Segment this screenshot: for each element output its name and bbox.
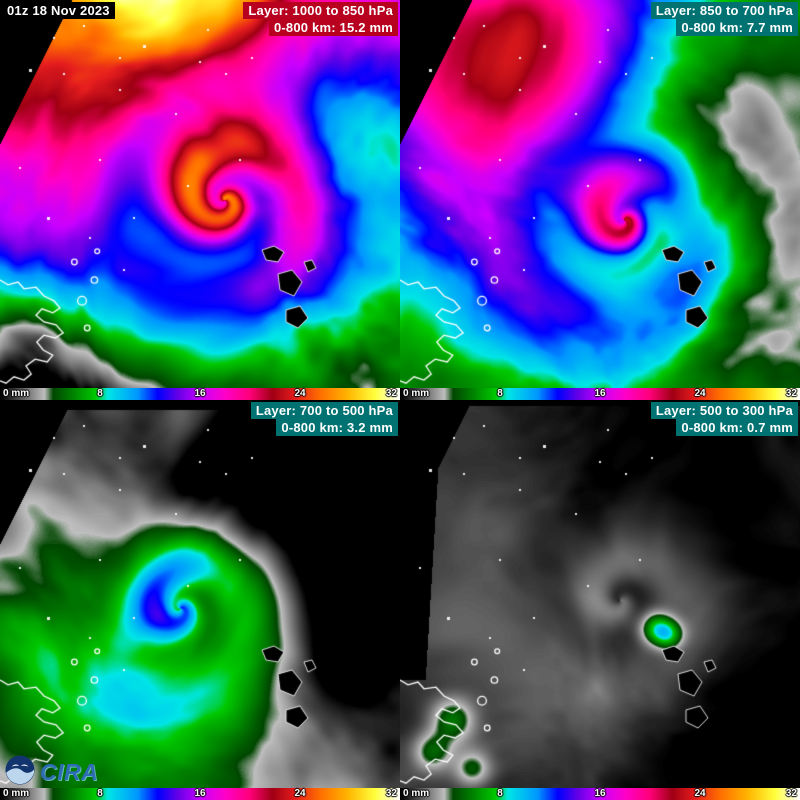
panel-header-labels: Layer: 500 to 300 hPa 0-800 km: 0.7 mm (650, 402, 798, 436)
panel-layer-850-700: Layer: 850 to 700 hPa 0-800 km: 7.7 mm 0… (400, 0, 800, 400)
colorbar-tick-32: 32 (385, 788, 397, 799)
layer-label: Layer: 850 to 700 hPa (650, 2, 798, 19)
value-label: 0-800 km: 7.7 mm (676, 19, 798, 36)
colorbar: 0 mm 8 16 24 32 (0, 788, 400, 800)
panel-header-labels: Layer: 700 to 500 hPa 0-800 km: 3.2 mm (250, 402, 398, 436)
colorbar-gradient (0, 788, 400, 800)
colorbar-gradient (0, 388, 400, 400)
satellite-image-500-300 (400, 400, 800, 800)
colorbar-tick-0mm: 0 mm (3, 788, 30, 799)
value-label: 0-800 km: 15.2 mm (268, 19, 398, 36)
panel-header-labels: Layer: 1000 to 850 hPa 0-800 km: 15.2 mm (243, 2, 398, 36)
colorbar-tick-8: 8 (97, 388, 103, 399)
layer-label: Layer: 700 to 500 hPa (250, 402, 398, 419)
colorbar-tick-32: 32 (785, 788, 797, 799)
colorbar-tick-8: 8 (497, 388, 503, 399)
panel-layer-700-500: Layer: 700 to 500 hPa 0-800 km: 3.2 mm C… (0, 400, 400, 800)
layer-label: Layer: 500 to 300 hPa (650, 402, 798, 419)
value-label: 0-800 km: 0.7 mm (676, 419, 798, 436)
colorbar-tick-0mm: 0 mm (3, 388, 30, 399)
timestamp: 01z 18 Nov 2023 (2, 2, 115, 19)
value-label: 0-800 km: 3.2 mm (276, 419, 398, 436)
colorbar-tick-0mm: 0 mm (403, 788, 430, 799)
colorbar-gradient (400, 388, 800, 400)
colorbar-tick-24: 24 (694, 788, 706, 799)
colorbar-tick-8: 8 (497, 788, 503, 799)
colorbar-tick-24: 24 (294, 788, 306, 799)
agency-logos: CIRA (5, 755, 98, 785)
colorbar-tick-8: 8 (97, 788, 103, 799)
colorbar-gradient (400, 788, 800, 800)
colorbar: 0 mm 8 16 24 32 (400, 388, 800, 400)
layer-label: Layer: 1000 to 850 hPa (243, 2, 398, 19)
panel-layer-1000-850: 01z 18 Nov 2023 Layer: 1000 to 850 hPa 0… (0, 0, 400, 400)
colorbar: 0 mm 8 16 24 32 (400, 788, 800, 800)
cira-logo: CIRA (40, 759, 99, 785)
colorbar-tick-16: 16 (194, 788, 206, 799)
colorbar-tick-16: 16 (594, 388, 606, 399)
colorbar: 0 mm 8 16 24 32 (0, 388, 400, 400)
colorbar-tick-24: 24 (694, 388, 706, 399)
colorbar-tick-0mm: 0 mm (403, 388, 430, 399)
colorbar-tick-32: 32 (785, 388, 797, 399)
colorbar-tick-32: 32 (385, 388, 397, 399)
panel-header-labels: Layer: 850 to 700 hPa 0-800 km: 7.7 mm (650, 2, 798, 36)
colorbar-tick-16: 16 (194, 388, 206, 399)
panel-layer-500-300: Layer: 500 to 300 hPa 0-800 km: 0.7 mm 0… (400, 400, 800, 800)
satellite-image-850-700 (400, 0, 800, 400)
colorbar-tick-24: 24 (294, 388, 306, 399)
satellite-image-700-500 (0, 400, 400, 800)
noaa-logo-icon (5, 755, 35, 785)
satellite-image-1000-850 (0, 0, 400, 400)
colorbar-tick-16: 16 (594, 788, 606, 799)
